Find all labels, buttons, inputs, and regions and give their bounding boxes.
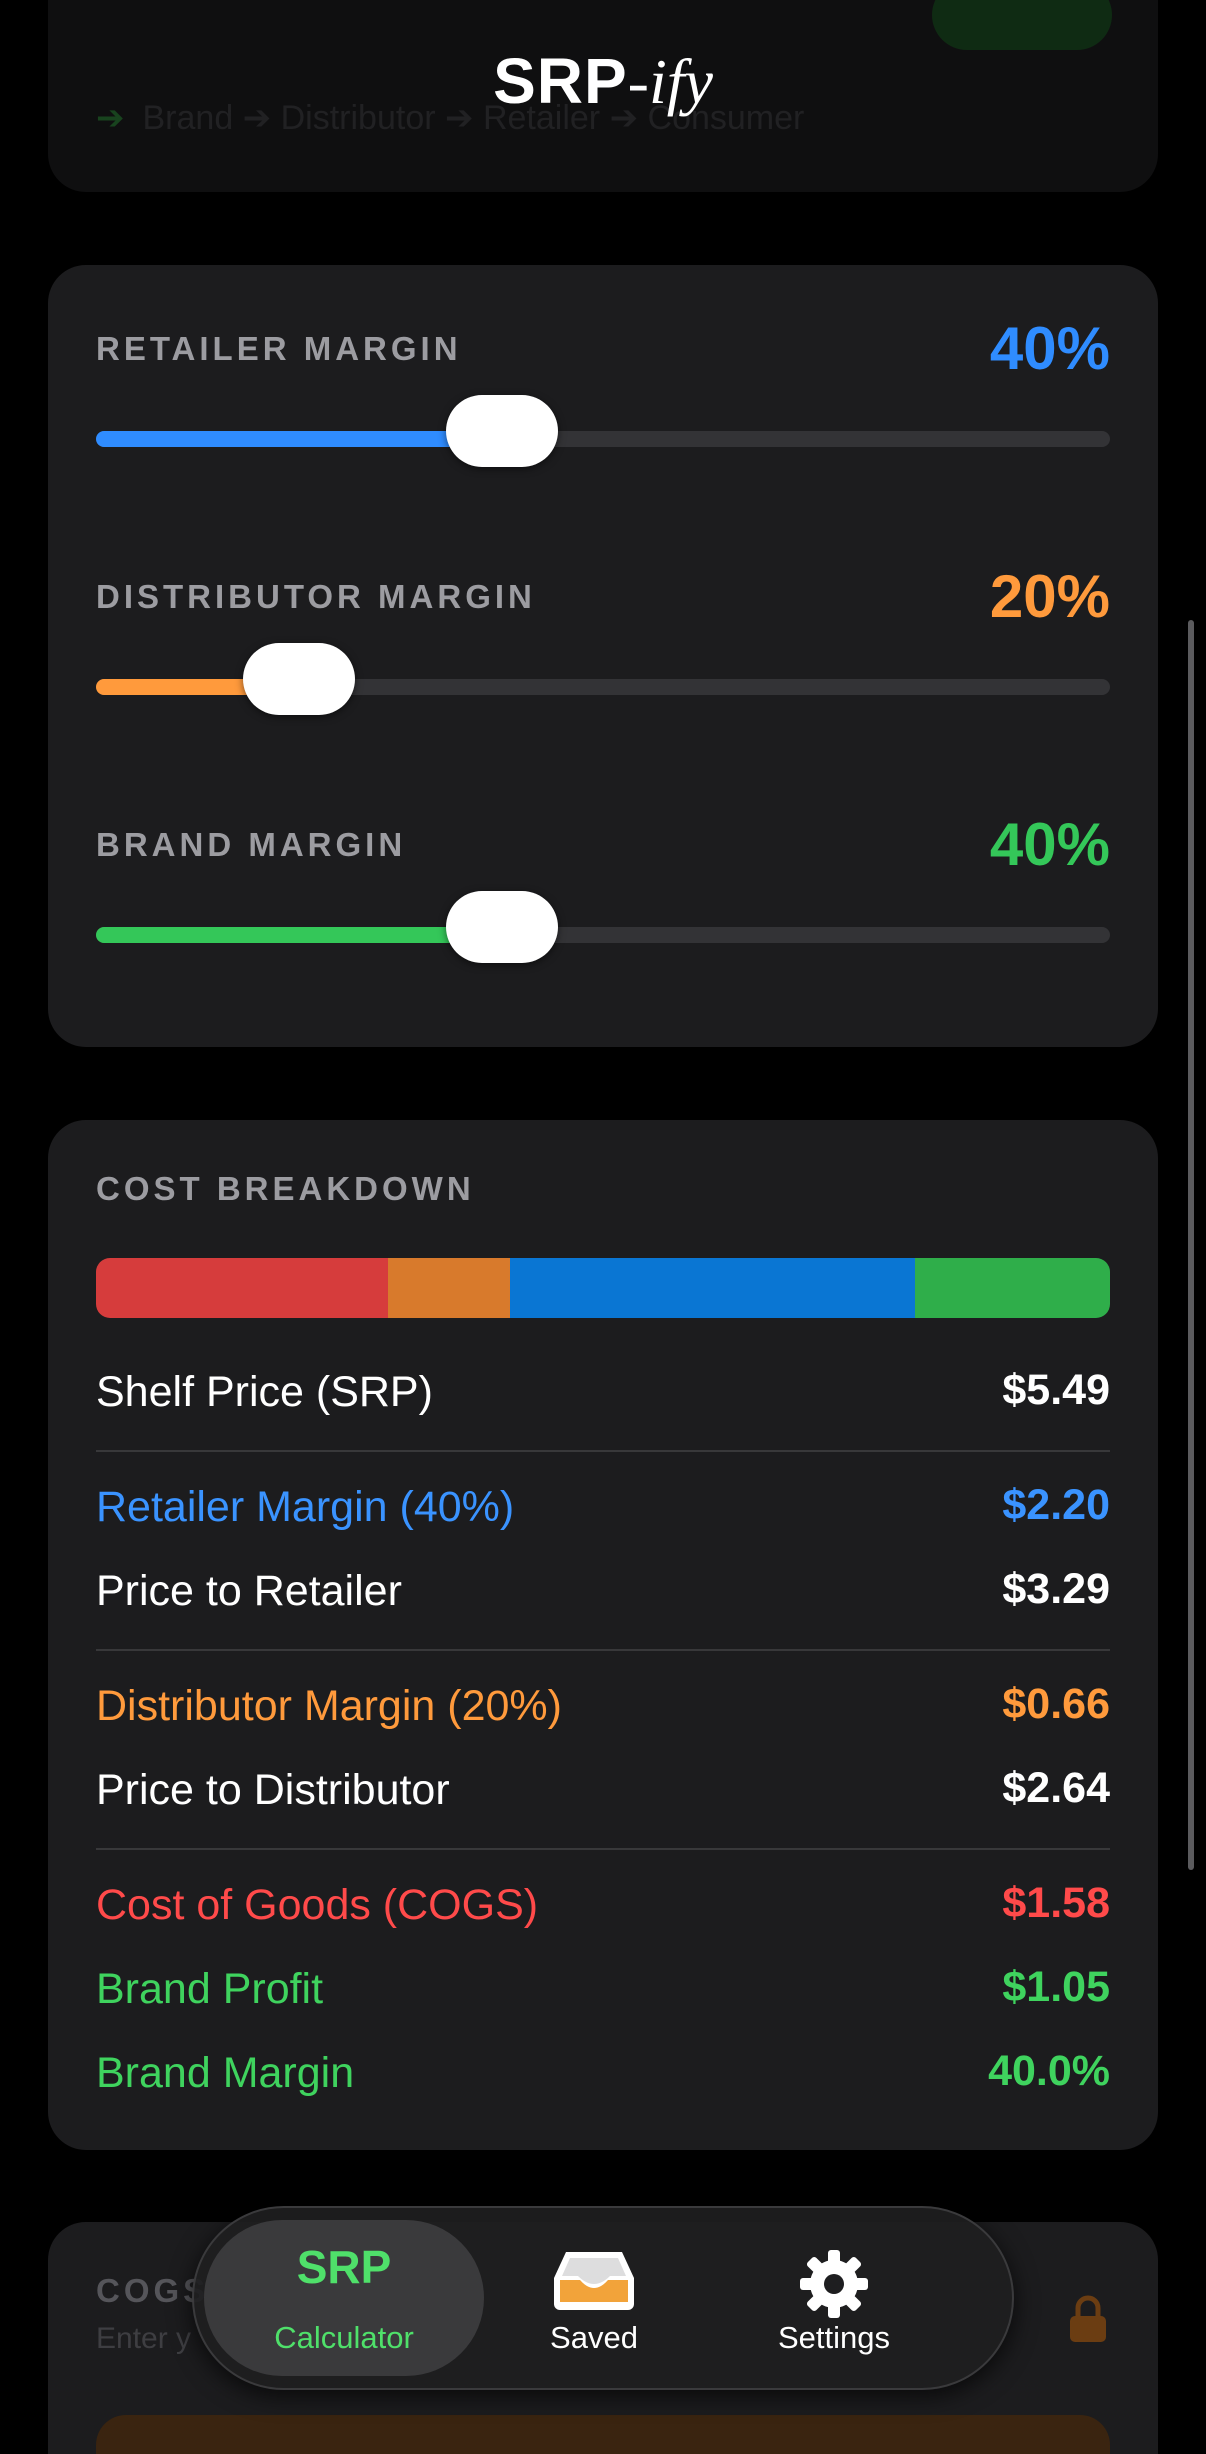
bar-segment-retailer: [509, 1258, 916, 1318]
breakdown-row-distributor-margin: Distributor Margin (20%) $0.66: [96, 1674, 1110, 1734]
srp-value: $5.49: [1002, 1366, 1110, 1414]
cost-breakdown-card: COST BREAKDOWN Shelf Price (SRP) $5.49 R…: [48, 1120, 1158, 2150]
brand-margin-label: BRAND MARGIN: [96, 826, 407, 863]
distributor-margin-row-value: $0.66: [1002, 1680, 1110, 1728]
brand-margin-thumb[interactable]: [445, 891, 558, 963]
distribution-chain-card: ➔ Brand ➔ Distributor ➔ Retailer ➔ Consum…: [48, 0, 1158, 192]
breakdown-row-brand-margin: Brand Margin 40.0%: [96, 2041, 1110, 2101]
bar-segment-cogs: [96, 1258, 389, 1318]
distributor-margin-slider-block: DISTRIBUTOR MARGIN 20%: [96, 563, 1110, 738]
cogs-card-label: COGS: [96, 2272, 210, 2309]
flow-distributor: Distributor: [280, 99, 436, 137]
price-to-distributor-value: $2.64: [1002, 1764, 1110, 1812]
breakdown-row-cogs: Cost of Goods (COGS) $1.58: [96, 1873, 1110, 1933]
flow-retailer: Retailer: [482, 99, 601, 137]
arrow-icon: ➔: [96, 99, 125, 137]
breakdown-row-srp: Shelf Price (SRP) $5.49: [96, 1360, 1110, 1420]
margins-card: RETAILER MARGIN 40% DISTRIBUTOR MARGIN 2…: [48, 265, 1158, 1047]
retailer-margin-value: 40%: [989, 315, 1110, 382]
price-to-distributor-label: Price to Distributor: [96, 1766, 450, 1814]
app-title: SRP-ify: [0, 44, 1206, 119]
flow-brand: Brand: [142, 99, 234, 137]
scroll-indicator[interactable]: [1188, 620, 1194, 1870]
cost-breakdown-label: COST BREAKDOWN: [96, 1170, 475, 1207]
retailer-margin-thumb[interactable]: [445, 395, 558, 467]
retailer-margin-row-label: Retailer Margin (40%): [96, 1483, 515, 1531]
brand-margin-slider-block: BRAND MARGIN 40%: [96, 811, 1110, 986]
tab-bar: SRP Calculator Saved Set: [192, 2206, 1014, 2390]
retailer-margin-fill: [96, 431, 502, 447]
distributor-margin-value: 20%: [989, 563, 1110, 630]
srp-label: Shelf Price (SRP): [96, 1368, 433, 1416]
distributor-margin-thumb[interactable]: [242, 643, 355, 715]
active-tab-highlight: [204, 2220, 484, 2376]
breakdown-row-price-to-retailer: Price to Retailer $3.29: [96, 1559, 1110, 1619]
cost-breakdown-bar: [96, 1258, 1110, 1318]
gear-icon: [800, 2250, 868, 2318]
cogs-value: $1.58: [1002, 1879, 1110, 1927]
price-to-retailer-value: $3.29: [1002, 1565, 1110, 1613]
cogs-card-subtitle: Enter y: [96, 2322, 192, 2355]
divider: [96, 1450, 1110, 1452]
brand-margin-fill: [96, 927, 502, 943]
breakdown-row-retailer-margin: Retailer Margin (40%) $2.20: [96, 1475, 1110, 1535]
brand-margin-row-value: 40.0%: [988, 2047, 1110, 2095]
distributor-margin-row-label: Distributor Margin (20%): [96, 1682, 562, 1730]
tab-settings-label: Settings: [777, 2320, 890, 2355]
tab-calculator[interactable]: SRP Calculator: [204, 2220, 484, 2376]
breakdown-row-price-to-distributor: Price to Distributor $2.64: [96, 1758, 1110, 1818]
brand-profit-value: $1.05: [1002, 1963, 1110, 2011]
retailer-margin-slider-block: RETAILER MARGIN 40%: [96, 315, 1110, 490]
retailer-margin-slider[interactable]: [96, 395, 1110, 467]
brand-margin-value: 40%: [989, 811, 1110, 878]
lock-icon[interactable]: [1068, 2294, 1108, 2344]
tab-saved-label: Saved: [550, 2320, 638, 2355]
cogs-input[interactable]: [96, 2415, 1110, 2454]
srp-icon: SRP: [296, 2241, 392, 2293]
app-title-strong: SRP: [493, 45, 628, 117]
divider: [96, 1848, 1110, 1850]
distributor-margin-label: DISTRIBUTOR MARGIN: [96, 578, 536, 615]
distribution-flow: ➔ Brand ➔ Distributor ➔ Retailer ➔ Consum…: [96, 99, 805, 137]
brand-margin-slider[interactable]: [96, 891, 1110, 963]
brand-profit-label: Brand Profit: [96, 1965, 324, 2013]
tab-saved[interactable]: Saved: [494, 2220, 694, 2376]
divider: [96, 1649, 1110, 1651]
bar-segment-brand: [915, 1258, 1110, 1318]
tab-settings[interactable]: Settings: [734, 2220, 934, 2376]
price-to-retailer-label: Price to Retailer: [96, 1567, 402, 1615]
breakdown-row-brand-profit: Brand Profit $1.05: [96, 1957, 1110, 2017]
retailer-margin-label: RETAILER MARGIN: [96, 330, 462, 367]
brand-margin-row-label: Brand Margin: [96, 2049, 355, 2097]
tray-icon: [554, 2252, 634, 2310]
flow-consumer: Consumer: [647, 99, 805, 137]
cogs-label: Cost of Goods (COGS): [96, 1881, 539, 1929]
distributor-toggle[interactable]: [932, 0, 1112, 50]
bar-segment-distributor: [388, 1258, 510, 1318]
retailer-margin-row-value: $2.20: [1002, 1481, 1110, 1529]
app-title-script: -ify: [627, 46, 713, 117]
distributor-margin-slider[interactable]: [96, 643, 1110, 715]
tab-calculator-label: Calculator: [274, 2320, 414, 2355]
